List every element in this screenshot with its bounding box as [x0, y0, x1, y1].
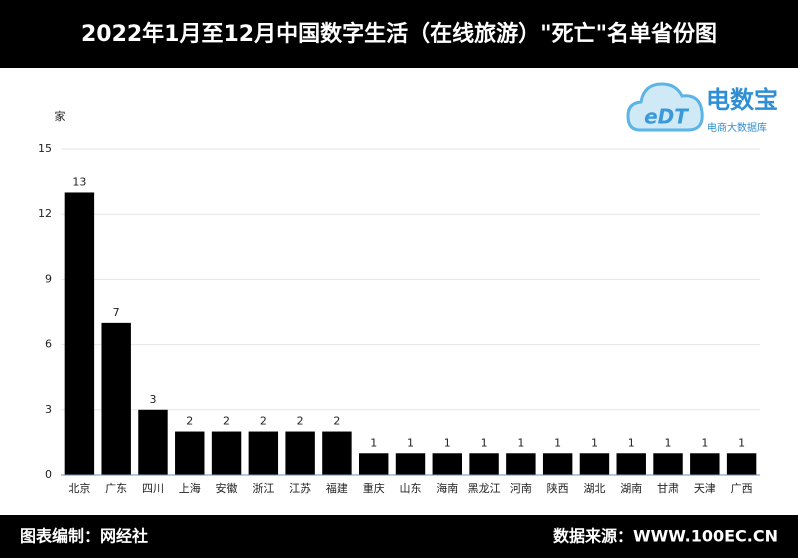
chart-title: 2022年1月至12月中国数字生活（在线旅游）"死亡"名单省份图: [81, 21, 717, 47]
data-label: 2: [186, 415, 193, 428]
footer-bar: [0, 515, 798, 558]
data-label: 1: [701, 436, 708, 449]
data-label: 2: [223, 415, 230, 428]
bar: [358, 453, 389, 475]
x-tick-label: 河南: [510, 482, 532, 495]
x-tick-label: 福建: [326, 481, 348, 495]
x-tick-label: 广西: [731, 482, 753, 495]
data-label: 7: [113, 306, 120, 319]
bar: [616, 453, 646, 475]
bar: [64, 192, 95, 475]
plot: 0 3 6 9 12 15 北京 13 广东 7 四川 3 上海 2 安徽 2 浙江 2 江苏 2 福建 2 重庆 1 山东 1 海…: [38, 142, 760, 495]
logo-name: 电数宝: [706, 86, 778, 114]
data-label: 1: [738, 436, 745, 449]
x-tick-label: 黑龙江: [468, 482, 501, 495]
footer-source: 数据来源：WWW.100EC.CN: [553, 527, 778, 546]
logo-tagline: 电商大数据库: [707, 121, 767, 134]
bar: [175, 431, 205, 475]
bar: [690, 453, 720, 475]
bar: [322, 431, 352, 475]
x-tick-label: 陕西: [547, 481, 569, 495]
bar: [285, 431, 315, 475]
y-tick-label: 6: [45, 338, 52, 351]
x-tick-label: 浙江: [252, 482, 274, 495]
title-bar: [0, 0, 798, 68]
x-tick-label: 北京: [68, 481, 90, 495]
x-tick-label: 海南: [436, 481, 458, 495]
x-tick-label: 四川: [142, 482, 164, 495]
bar: [506, 453, 536, 475]
x-tick-label: 山东: [400, 482, 422, 495]
data-label: 1: [628, 436, 635, 449]
bar: [726, 453, 757, 475]
data-label: 1: [517, 436, 524, 449]
y-tick-label: 9: [45, 272, 52, 285]
bar: [211, 431, 242, 475]
x-tick-label: 江苏: [289, 482, 311, 495]
data-label: 2: [333, 415, 340, 428]
x-tick-label: 重庆: [363, 481, 385, 495]
data-label: 13: [72, 175, 86, 188]
x-tick-label: 甘肃: [657, 482, 679, 495]
bar: [653, 453, 683, 475]
y-tick-label: 15: [38, 142, 52, 155]
data-label: 1: [591, 436, 598, 449]
x-tick-label: 湖南: [620, 482, 642, 495]
footer-credit: 图表编制：网经社: [20, 527, 148, 546]
logo-cloud: [626, 82, 704, 132]
bar: [432, 453, 463, 475]
data-label: 1: [665, 436, 672, 449]
bar: [138, 409, 168, 475]
x-tick-label: 上海: [179, 481, 201, 495]
data-label: 3: [149, 393, 156, 406]
bar: [579, 453, 610, 475]
x-tick-label: 天津: [694, 482, 716, 495]
y-axis-label: 家: [55, 109, 66, 123]
y-tick-label: 3: [45, 403, 52, 416]
y-tick-label: 12: [38, 207, 52, 220]
data-label: 1: [554, 436, 561, 449]
data-label: 1: [444, 436, 451, 449]
data-label: 2: [297, 415, 304, 428]
bar: [542, 453, 573, 475]
data-label: 1: [407, 436, 414, 449]
logo-mark: eDT: [644, 105, 689, 129]
bar: [395, 453, 426, 475]
bar: [248, 431, 279, 475]
x-tick-label: 湖北: [583, 482, 605, 495]
data-label: 1: [370, 436, 377, 449]
bar: [101, 322, 131, 475]
y-tick-label: 0: [45, 468, 52, 481]
data-label: 2: [260, 415, 267, 428]
logo: eDT 电数宝 电商大数据库: [626, 82, 778, 134]
x-tick-label: 广东: [105, 482, 127, 495]
x-tick-label: 安徽: [216, 481, 238, 495]
bar: [469, 453, 499, 475]
data-label: 1: [481, 436, 488, 449]
